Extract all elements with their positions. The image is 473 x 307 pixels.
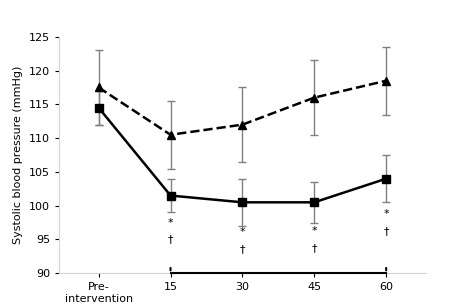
Text: *: * [168, 218, 173, 228]
Text: †: † [312, 243, 317, 253]
Text: †: † [384, 226, 389, 236]
Y-axis label: Systolic blood pressure (mmHg): Systolic blood pressure (mmHg) [13, 66, 24, 244]
Text: *: * [383, 209, 389, 219]
Text: *: * [312, 226, 317, 236]
Text: †: † [168, 234, 173, 244]
Text: *: * [240, 227, 245, 237]
Text: †: † [240, 244, 245, 254]
